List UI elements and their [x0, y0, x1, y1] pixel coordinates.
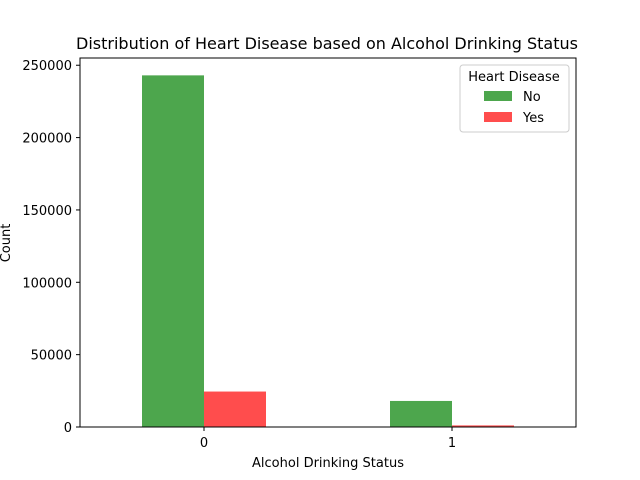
x-tick-label: 0	[200, 436, 208, 451]
bar-yes-1	[452, 425, 514, 427]
y-tick-label: 50000	[31, 349, 72, 364]
legend-title: Heart Disease	[468, 70, 559, 85]
plot-area: 0 1 0 50000 100000 150000 200000 250000	[22, 59, 514, 451]
y-axis-label: Count	[0, 224, 14, 263]
y-tick-label: 200000	[22, 132, 72, 147]
plot-frame	[79, 57, 577, 428]
y-tick-label: 100000	[22, 276, 72, 291]
legend-label-no: No	[523, 90, 541, 105]
chart-title: Distribution of Heart Disease based on A…	[76, 34, 578, 53]
x-tick-label: 1	[448, 436, 456, 451]
y-tick-label: 250000	[22, 59, 72, 74]
legend-label-yes: Yes	[522, 111, 544, 126]
bar-no-0	[142, 75, 204, 427]
bar-no-1	[390, 400, 452, 427]
legend-swatch-no	[484, 91, 512, 101]
legend: Heart Disease No Yes	[459, 64, 570, 133]
y-tick-label: 150000	[22, 204, 72, 219]
y-tick-label: 0	[64, 421, 72, 436]
bar-yes-0	[204, 391, 266, 427]
x-axis-label: Alcohol Drinking Status	[252, 456, 404, 471]
legend-swatch-yes	[484, 112, 512, 122]
